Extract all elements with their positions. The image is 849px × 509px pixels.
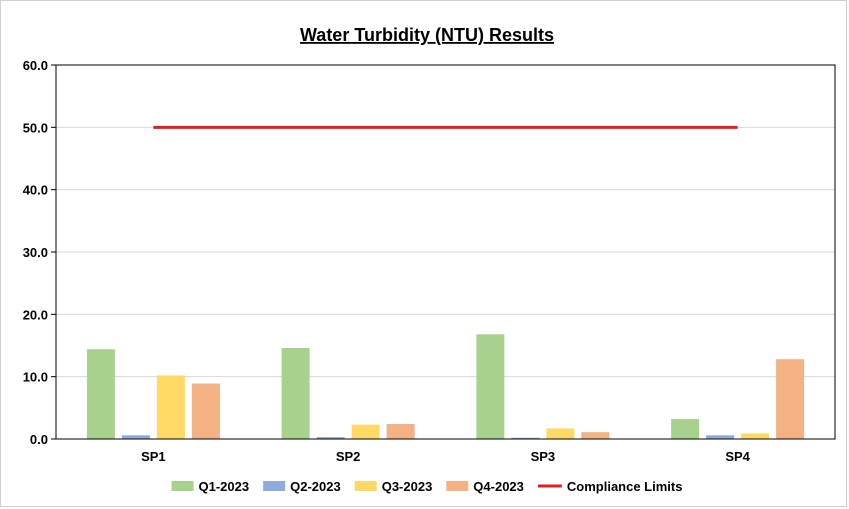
y-tick-label: 40.0 [23,183,48,198]
bar-q2-2023-sp2 [316,437,345,439]
legend-label: Q2-2023 [290,479,341,494]
bar-q2-2023-sp4 [706,435,735,439]
bar-q1-2023-sp2 [281,347,310,439]
y-tick-label: 50.0 [23,120,48,135]
bar-q3-2023-sp1 [156,375,185,439]
bar-q4-2023-sp3 [581,432,610,439]
legend-swatch [354,481,377,491]
x-tick-label: SP3 [531,449,556,464]
y-tick-label: 30.0 [23,245,48,260]
bar-q4-2023-sp1 [191,383,220,439]
legend-swatch [263,481,286,491]
bar-q1-2023-sp4 [671,419,700,439]
bar-q3-2023-sp3 [546,428,575,439]
legend-swatch [171,481,194,491]
bar-q4-2023-sp2 [386,424,415,439]
bar-q3-2023-sp2 [351,424,380,439]
y-tick-label: 10.0 [23,370,48,385]
bar-q3-2023-sp4 [741,433,770,439]
bars [86,334,805,439]
legend: Q1-2023 Q2-2023 Q3-2023 Q4-2023 Compliance L… [171,479,683,494]
chart-title: Water Turbidity (NTU) Results [300,25,554,45]
y-tick-label: 60.0 [23,58,48,73]
x-tick-label: SP2 [336,449,361,464]
legend-label: Q3-2023 [382,479,433,494]
y-axis-ticks: 0.0 10.0 20.0 30.0 40.0 50.0 60.0 [23,58,56,447]
bar-q2-2023-sp3 [511,437,540,439]
x-tick-label: SP1 [141,449,166,464]
bar-q1-2023-sp3 [476,334,505,439]
legend-label: Q4-2023 [473,479,524,494]
legend-label: Compliance Limits [567,479,683,494]
legend-swatch [446,481,469,491]
y-tick-label: 20.0 [23,307,48,322]
y-tick-label: 0.0 [30,432,48,447]
x-tick-label: SP4 [725,449,750,464]
x-axis-ticks: SP1 SP2 SP3 SP4 [141,449,751,464]
bar-q2-2023-sp1 [121,435,150,439]
plot-area-border [55,64,836,440]
bar-q1-2023-sp1 [86,349,115,439]
legend-label: Q1-2023 [199,479,250,494]
bar-q4-2023-sp4 [776,359,805,439]
